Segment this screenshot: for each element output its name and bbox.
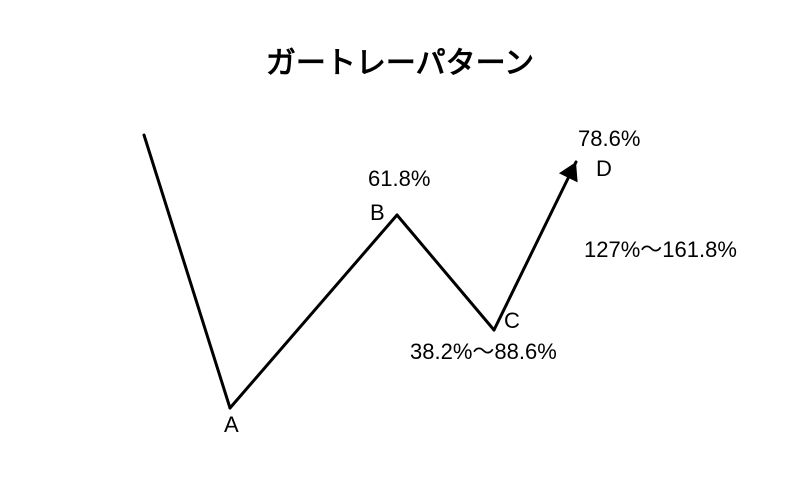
point-label-c: C [504, 308, 520, 334]
point-label-d: D [596, 156, 612, 182]
retracement-label-d-side: 127%～161.8% [584, 232, 737, 264]
retracement-label-d-top: 78.6% [578, 126, 640, 152]
point-label-a: A [224, 412, 239, 438]
retracement-label-c: 38.2%～88.6% [410, 334, 557, 366]
retracement-label-b: 61.8% [368, 166, 430, 192]
point-label-b: B [370, 200, 385, 226]
